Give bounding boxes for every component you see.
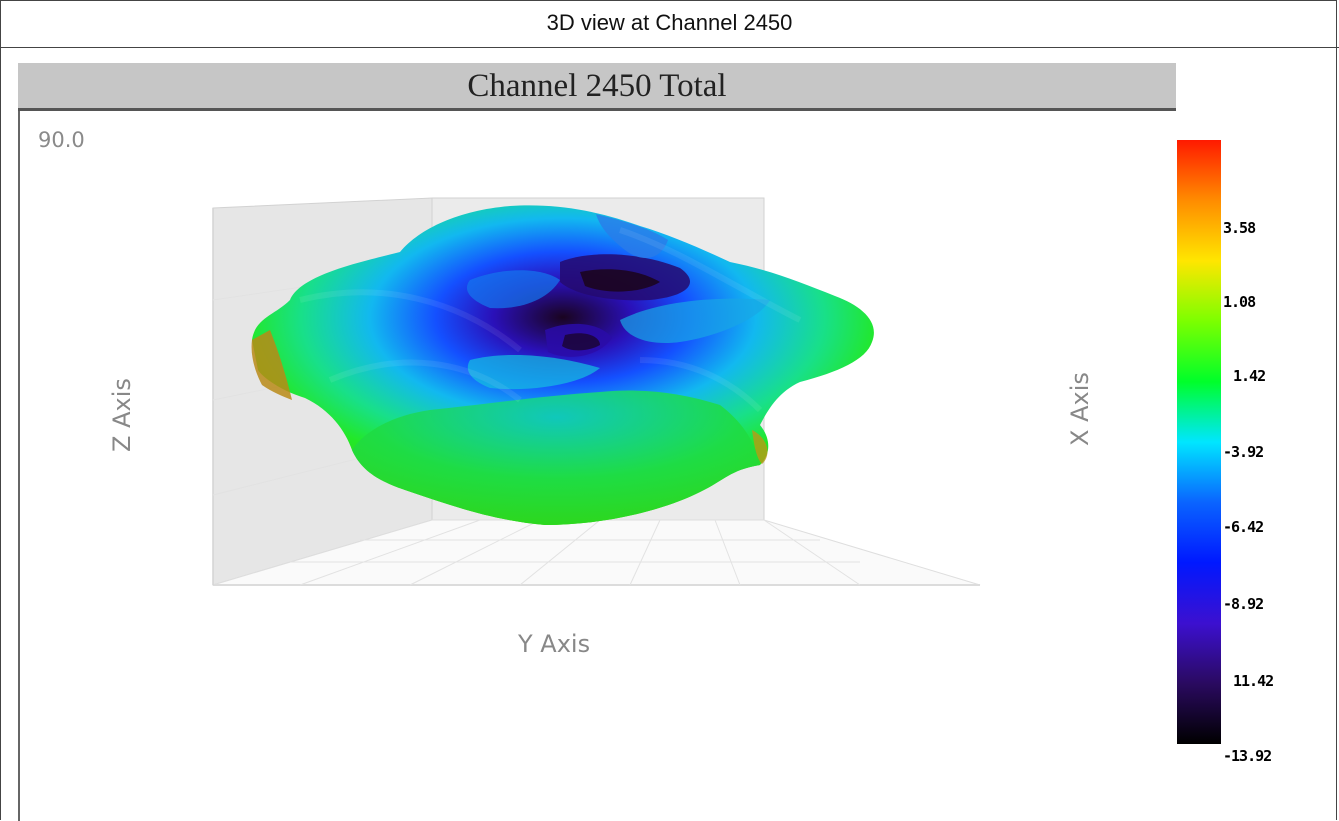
figure-caption: 3D view at Channel 2450	[0, 0, 1339, 48]
colorbar-tick-label: -6.42	[1223, 518, 1264, 536]
view-angle-label: 90.0	[38, 128, 85, 152]
colorbar-tick-label: -8.92	[1223, 595, 1264, 613]
plot-area	[18, 111, 1176, 821]
colorbar	[1177, 140, 1221, 744]
colorbar-tick-label: -13.92	[1223, 747, 1272, 765]
colorbar-tick-label: 1.42	[1233, 367, 1266, 385]
colorbar-tick-label: 1.08	[1223, 293, 1256, 311]
x-axis-label: X Axis	[1066, 372, 1094, 446]
colorbar-tick-label: 3.58	[1223, 219, 1256, 237]
y-axis-label: Y Axis	[518, 630, 591, 658]
surface-mesh	[251, 205, 874, 525]
chart-title: Channel 2450 Total	[18, 63, 1176, 111]
z-axis-label: Z Axis	[108, 378, 136, 452]
colorbar-tick-label: 11.42	[1233, 672, 1274, 690]
colorbar-tick-label: -3.92	[1223, 443, 1264, 461]
